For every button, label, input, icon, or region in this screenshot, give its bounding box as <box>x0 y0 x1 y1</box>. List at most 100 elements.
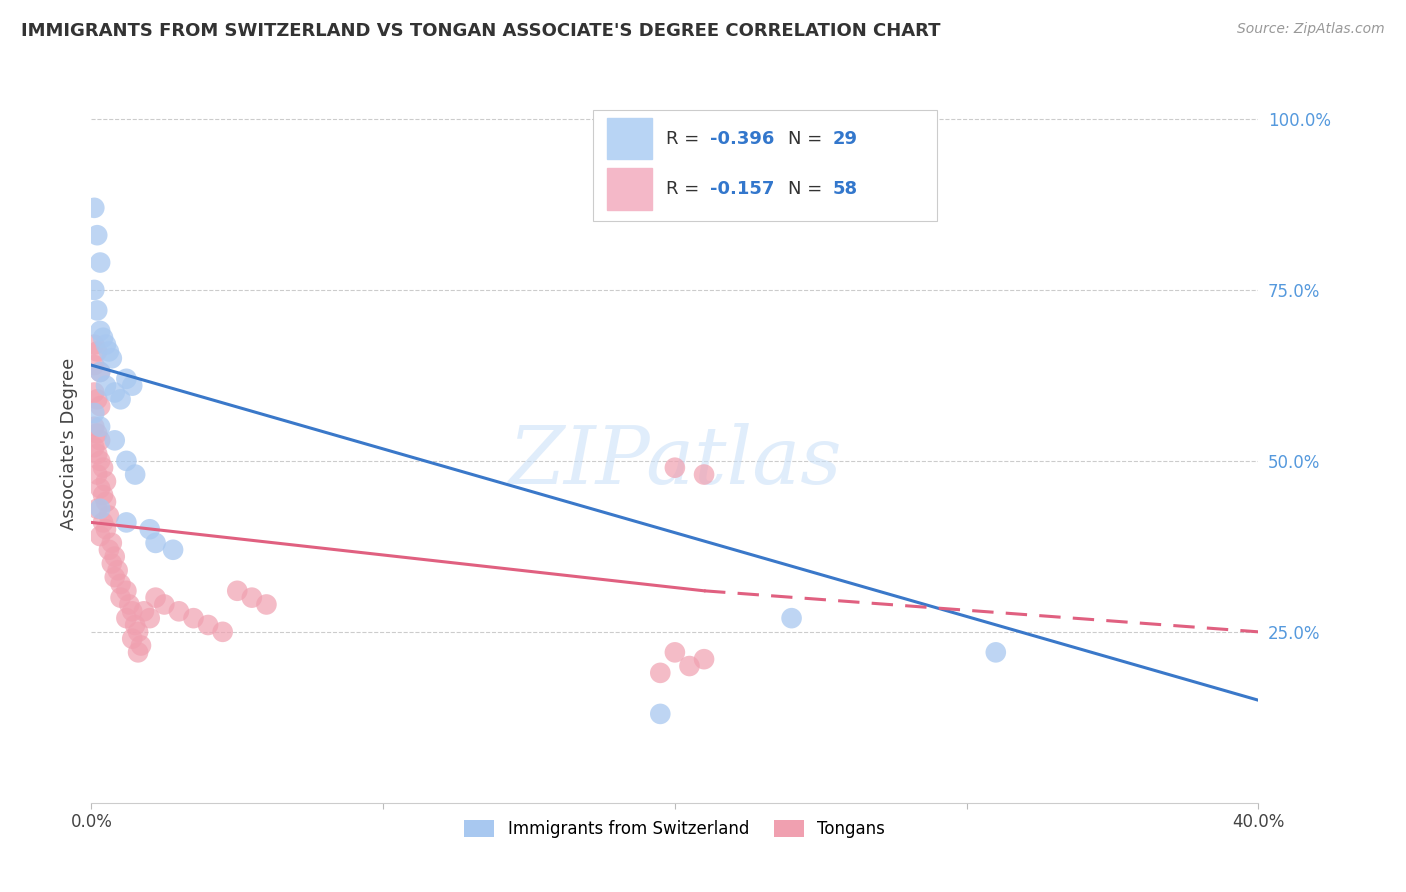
Point <box>89 501 111 516</box>
Point <box>83 283 105 297</box>
Point <box>984 645 1007 659</box>
Point <box>94 337 117 351</box>
Point <box>83 337 105 351</box>
Point <box>83 201 105 215</box>
Point <box>167 604 190 618</box>
Point <box>97 542 120 557</box>
Point <box>83 440 105 454</box>
Point <box>86 228 108 243</box>
Text: 58: 58 <box>832 180 858 198</box>
Point <box>94 378 117 392</box>
Point <box>138 522 162 536</box>
Bar <box>607 168 651 210</box>
Point <box>107 563 129 577</box>
Point <box>132 604 155 618</box>
Point <box>86 501 108 516</box>
Point <box>138 611 162 625</box>
Point <box>97 344 120 359</box>
Point <box>124 618 146 632</box>
Point <box>86 447 108 461</box>
Text: -0.157: -0.157 <box>710 180 775 198</box>
Point <box>89 481 111 495</box>
Point <box>678 659 700 673</box>
Point <box>104 549 127 564</box>
Point <box>89 434 111 448</box>
Point <box>664 460 686 475</box>
Y-axis label: Associate's Degree: Associate's Degree <box>59 358 77 530</box>
Point <box>86 392 108 407</box>
Point <box>110 577 132 591</box>
Point <box>127 645 149 659</box>
Text: IMMIGRANTS FROM SWITZERLAND VS TONGAN ASSOCIATE'S DEGREE CORRELATION CHART: IMMIGRANTS FROM SWITZERLAND VS TONGAN AS… <box>21 22 941 40</box>
Point <box>89 529 111 543</box>
Point <box>89 365 111 379</box>
Point <box>83 419 105 434</box>
Point <box>97 508 120 523</box>
Point <box>110 591 132 605</box>
Point <box>115 611 138 625</box>
Point <box>94 522 117 536</box>
Point <box>94 495 117 509</box>
Point <box>115 454 138 468</box>
Point <box>145 591 167 605</box>
Point <box>89 399 111 413</box>
Point <box>226 583 249 598</box>
Text: 29: 29 <box>832 129 858 147</box>
Point <box>650 706 672 721</box>
Point <box>693 467 716 482</box>
Point <box>127 624 149 639</box>
Text: R =: R = <box>665 180 704 198</box>
Point <box>91 516 114 530</box>
Point <box>121 604 143 618</box>
Point <box>94 475 117 489</box>
Text: R =: R = <box>665 129 704 147</box>
Point <box>153 598 176 612</box>
Point <box>86 344 108 359</box>
Point <box>115 372 138 386</box>
Point <box>89 255 111 269</box>
Point <box>211 624 233 639</box>
Point <box>650 665 672 680</box>
Point <box>89 365 111 379</box>
Point <box>104 434 127 448</box>
Point <box>115 516 138 530</box>
Point <box>101 536 124 550</box>
Point <box>254 598 277 612</box>
Point <box>101 557 124 571</box>
Point <box>121 632 143 646</box>
Point <box>121 378 143 392</box>
Point <box>101 351 124 366</box>
Point <box>83 358 105 372</box>
Point <box>104 385 127 400</box>
Point <box>91 488 114 502</box>
Point <box>86 303 108 318</box>
Point <box>115 583 138 598</box>
Point <box>91 460 114 475</box>
Point <box>83 385 105 400</box>
FancyBboxPatch shape <box>593 110 938 221</box>
Text: ZIPatlas: ZIPatlas <box>508 423 842 500</box>
Point <box>91 331 114 345</box>
Point <box>183 611 205 625</box>
Point <box>83 406 105 420</box>
Point <box>664 645 686 659</box>
Point <box>110 392 132 407</box>
Text: -0.396: -0.396 <box>710 129 775 147</box>
Point <box>162 542 184 557</box>
Point <box>129 639 152 653</box>
Legend: Immigrants from Switzerland, Tongans: Immigrants from Switzerland, Tongans <box>458 814 891 845</box>
Point <box>693 652 716 666</box>
Bar <box>607 118 651 160</box>
Text: N =: N = <box>789 129 828 147</box>
Point <box>89 419 111 434</box>
Point <box>86 426 108 441</box>
Point <box>86 467 108 482</box>
Point <box>118 598 141 612</box>
Point <box>89 324 111 338</box>
Point <box>145 536 167 550</box>
Text: Source: ZipAtlas.com: Source: ZipAtlas.com <box>1237 22 1385 37</box>
Point <box>197 618 219 632</box>
Point <box>240 591 263 605</box>
Point <box>124 467 146 482</box>
Point <box>89 454 111 468</box>
